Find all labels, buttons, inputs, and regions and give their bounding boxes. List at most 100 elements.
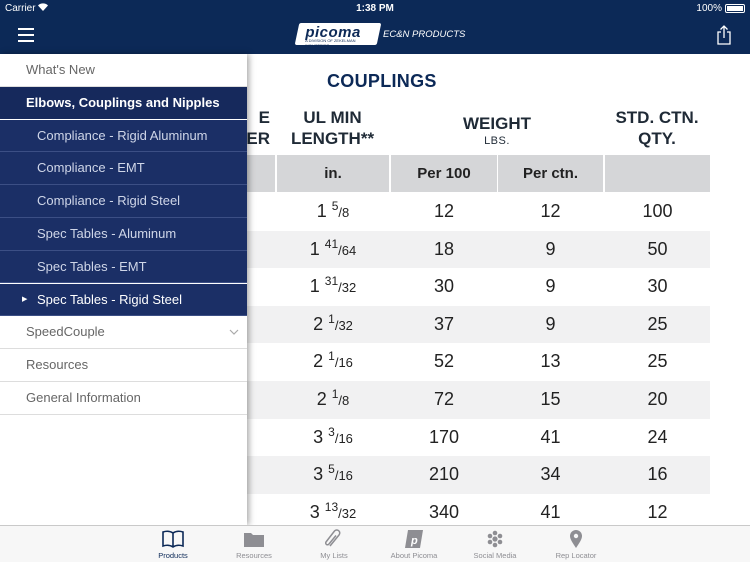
drawer-item-speedcouple[interactable]: SpeedCouple [0,316,247,349]
table-row: 1 5/8 12 12 100 [0,193,710,231]
weight-per-ctn-cell: 34 [540,464,561,485]
drawer-item-label: Elbows, Couplings and Nipples [26,94,220,110]
drawer-item-what-s-new[interactable]: What's New [0,54,247,87]
drawer-item-general-information[interactable]: General Information [0,382,247,415]
length-whole: 1 [309,238,320,259]
drawer-item-spec-tables-aluminum[interactable]: Spec Tables - Aluminum [0,218,247,251]
picoma-logo: picoma A DIVISION OF ZEKELMAN INDUSTRIES [294,23,382,48]
length-whole: 3 [313,426,324,447]
length-numerator: 13 [324,499,339,514]
weight-header: WEIGHT LBS. [390,113,604,148]
drawer-item-compliance-emt[interactable]: Compliance - EMT [0,152,247,185]
fraction-slash: / [334,317,339,333]
length-numerator: 1 [328,349,335,364]
tab-bar: Products Resources My Lists p About Picoma So… [0,525,750,562]
length-denominator: 32 [341,280,357,296]
tab-products[interactable]: Products [133,526,213,562]
length-denominator: 16 [338,430,353,446]
table-row: 3 3/16 170 41 24 [0,419,710,457]
ul-min-length-header: UL MIN LENGTH** [290,108,375,148]
qty-cell: 30 [647,276,668,297]
drawer-item-compliance-rigid-aluminum[interactable]: Compliance - Rigid Aluminum [0,119,247,153]
weight-per-ctn-cell: 9 [545,238,556,259]
per-100-subheader: Per 100 [391,155,497,192]
length-whole: 1 [309,276,320,297]
share-icon[interactable] [716,25,732,45]
qty-subheader [605,155,710,192]
wifi-icon [37,2,49,14]
length-numerator: 3 [328,424,335,439]
tab-my-lists[interactable]: My Lists [294,526,374,562]
length-numerator: 31 [324,274,339,289]
length-whole: 3 [309,501,320,522]
tab-rep-locator[interactable]: Rep Locator [536,526,616,562]
weight-per-100-cell: 340 [428,501,460,522]
battery-icon [725,4,745,13]
length-denominator: 32 [338,317,353,333]
length-cell: 2 1/8 [277,381,389,419]
weight-per-ctn-cell: 41 [540,501,561,522]
fraction-slash: / [334,430,339,446]
length-whole: 2 [313,351,324,372]
tab-label: About Picoma [390,551,438,560]
weight-per-100-cell: 12 [433,201,455,221]
battery-percent: 100% [696,3,722,14]
product-line-label: EC&N PRODUCTS [383,29,466,40]
drawer-item-compliance-rigid-steel[interactable]: Compliance - Rigid Steel [0,185,247,218]
length-cell: 1 41/64 [277,231,389,269]
weight-header-label: WEIGHT [463,114,531,133]
weight-unit-label: LBS. [484,135,510,147]
drawer-item-label: Compliance - Rigid Aluminum [37,127,208,143]
weight-per-100-cell: 37 [433,313,455,334]
qty-cell: 25 [647,313,668,334]
length-cell: 3 5/16 [277,456,389,494]
length-denominator: 32 [341,505,357,521]
tab-about-picoma[interactable]: p About Picoma [374,526,454,562]
drawer-item-label: Spec Tables - Aluminum [37,226,177,241]
per-ctn-subheader: Per ctn. [498,155,603,192]
tab-label: Products [158,551,188,560]
weight-per-100-cell: 170 [428,426,460,447]
tab-label: Rep Locator [555,551,597,560]
length-cell: 2 1/16 [277,343,389,381]
length-unit-subheader: in. [277,155,389,192]
length-denominator: 8 [342,205,350,220]
weight-per-100-cell: 18 [433,238,455,259]
table-row: 3 13/32 340 41 12 [0,494,710,525]
nav-bar: picoma A DIVISION OF ZEKELMAN INDUSTRIES… [0,18,750,54]
drawer-item-label: Spec Tables - EMT [37,258,147,274]
svg-text:p: p [410,535,418,547]
hamburger-menu-icon[interactable] [18,28,34,42]
weight-per-ctn-cell: 12 [540,201,561,221]
weight-per-ctn-cell: 9 [545,276,556,297]
length-numerator: 41 [324,236,339,251]
fraction-slash: / [334,355,339,371]
drawer-item-spec-tables-rigid-steel[interactable]: ▶ Spec Tables - Rigid Steel [0,283,247,317]
fraction-slash: / [338,393,343,408]
qty-cell: 100 [642,201,673,221]
table-title: COUPLINGS [327,71,437,91]
tab-label: Resources [236,551,272,560]
logo-subtext: A DIVISION OF ZEKELMAN INDUSTRIES [305,38,356,48]
tab-resources[interactable]: Resources [214,526,294,562]
fraction-slash: / [338,280,342,296]
chevron-down-icon[interactable] [229,316,239,349]
length-denominator: 64 [341,242,357,258]
clock: 1:38 PM [356,3,394,14]
fraction-slash: / [338,205,343,220]
weight-per-ctn-cell: 9 [545,313,556,334]
length-numerator: 1 [328,311,335,326]
weight-per-100-cell: 30 [433,276,455,297]
fraction-slash: / [338,242,342,258]
length-whole: 2 [313,313,324,334]
std-ctn-qty-header: STD. CTN. QTY. [615,108,699,148]
drawer-item-spec-tables-emt[interactable]: Spec Tables - EMT [0,250,247,284]
weight-per-ctn-cell: 15 [540,389,561,409]
length-denominator: 16 [338,468,353,484]
weight-per-100-cell: 72 [433,389,455,409]
drawer-item-label: What's New [26,62,95,77]
drawer-item-resources[interactable]: Resources [0,349,247,382]
tab-social-media[interactable]: Social Media [455,526,535,562]
length-cell: 2 1/32 [277,306,389,344]
drawer-item-elbows-couplings-and-nipples[interactable]: Elbows, Couplings and Nipples [0,86,247,120]
